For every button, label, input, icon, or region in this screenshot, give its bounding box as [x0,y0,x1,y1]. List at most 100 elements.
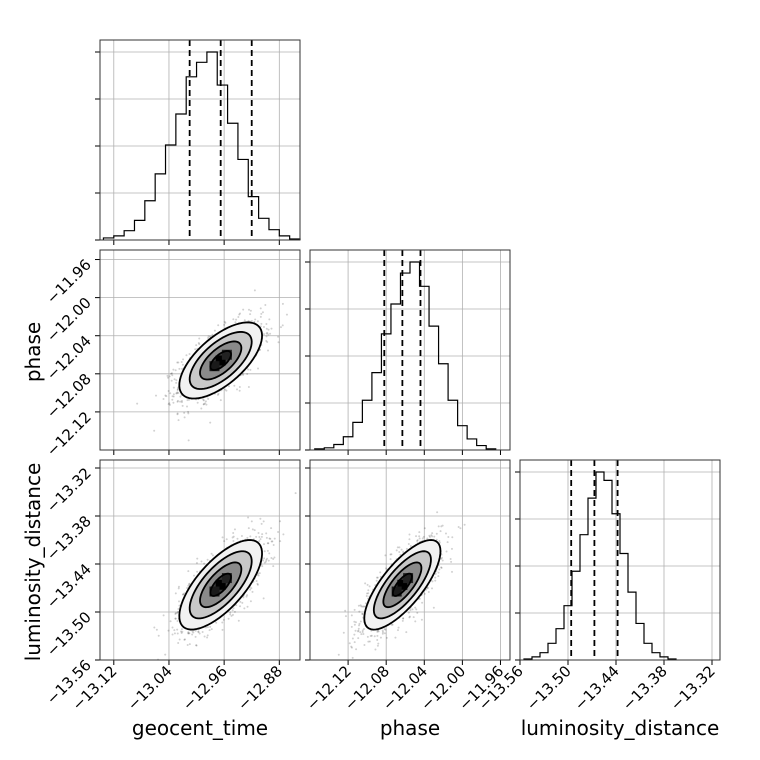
sample-point [247,386,250,389]
sample-point [206,634,209,637]
sample-point [376,634,379,637]
sample-point [354,621,357,624]
sample-point [402,617,405,620]
sample-point [206,626,209,629]
sample-point [200,407,203,410]
sample-point [381,631,384,634]
sample-point [195,644,198,647]
sample-point [196,557,199,560]
sample-point [175,381,178,384]
sample-point [374,648,377,651]
sample-point [178,638,181,641]
sample-point [168,375,171,378]
sample-point [187,570,190,573]
sample-point [411,608,414,611]
sample-point [162,397,165,400]
sample-point [170,372,173,375]
sample-point [268,552,271,555]
sample-point [247,368,250,371]
sample-point [232,531,235,534]
sample-point [164,653,167,656]
sample-point [176,610,179,613]
joint-panel-geocent_time-luminosity_distance: −13.12 −13.04 −12.96 −12.88−13.56−13.50−13.… [43,459,301,714]
sample-point [437,571,440,574]
sample-point [433,535,436,538]
sample-point [169,620,172,623]
sample-point [175,392,178,395]
sample-point [223,323,226,326]
sample-point [207,337,210,340]
density-peak [215,579,226,590]
sample-point [408,615,411,618]
sample-point [202,403,205,406]
sample-point [172,401,175,404]
sample-point [170,372,173,375]
sample-point [153,429,156,432]
sample-point [239,312,242,315]
sample-point [180,631,183,634]
sample-point [250,520,253,523]
sample-point [262,597,265,600]
sample-point [196,570,199,573]
sample-point [242,596,245,599]
sample-point [266,557,269,560]
sample-point [174,369,177,372]
sample-point [180,628,183,631]
sample-point [241,601,244,604]
sample-point [237,619,240,622]
sample-point [436,511,439,514]
sample-point [381,629,384,632]
sample-point [400,548,403,551]
sample-point [428,534,431,537]
sample-point [240,535,243,538]
sample-point [357,637,360,640]
sample-point [357,627,360,630]
sample-point [174,612,177,615]
sample-point [434,572,437,575]
sample-point [176,628,179,631]
sample-point [267,559,270,562]
sample-point [273,556,276,559]
sample-point [361,605,364,608]
sample-point [414,606,417,609]
sample-point [262,325,265,328]
sample-point [358,610,361,613]
sample-point [262,520,265,523]
sample-point [431,580,434,583]
sample-point [360,633,363,636]
sample-point [232,607,235,610]
sample-point [434,576,437,579]
sample-point [221,621,224,624]
sample-point [435,538,438,541]
sample-point [358,624,361,627]
sample-point [171,398,174,401]
sample-point [260,522,263,525]
sample-point [195,562,198,565]
sample-point [376,638,379,641]
y-tick-label: −13.38 [43,512,95,564]
sample-point [238,389,241,392]
sample-point [171,626,174,629]
sample-point [237,316,240,319]
sample-point [179,400,182,403]
sample-point [211,333,214,336]
sample-point [169,392,172,395]
sample-point [186,399,189,402]
sample-point [439,530,442,533]
sample-point [167,390,170,393]
y-tick-label: −13.32 [43,464,95,516]
sample-point [242,373,245,376]
sample-point [177,361,180,364]
sample-point [208,629,211,632]
sample-point [294,492,297,495]
sample-point [236,537,239,540]
ylabel-phase: phase [21,322,45,382]
sample-point [136,402,139,405]
histogram-geocent_time [102,51,301,240]
sample-point [176,400,179,403]
sample-point [407,543,410,546]
sample-point [183,411,186,414]
sample-point [396,546,399,549]
sample-point [213,329,216,332]
xlabel-luminosity-distance: luminosity_distance [521,716,720,740]
